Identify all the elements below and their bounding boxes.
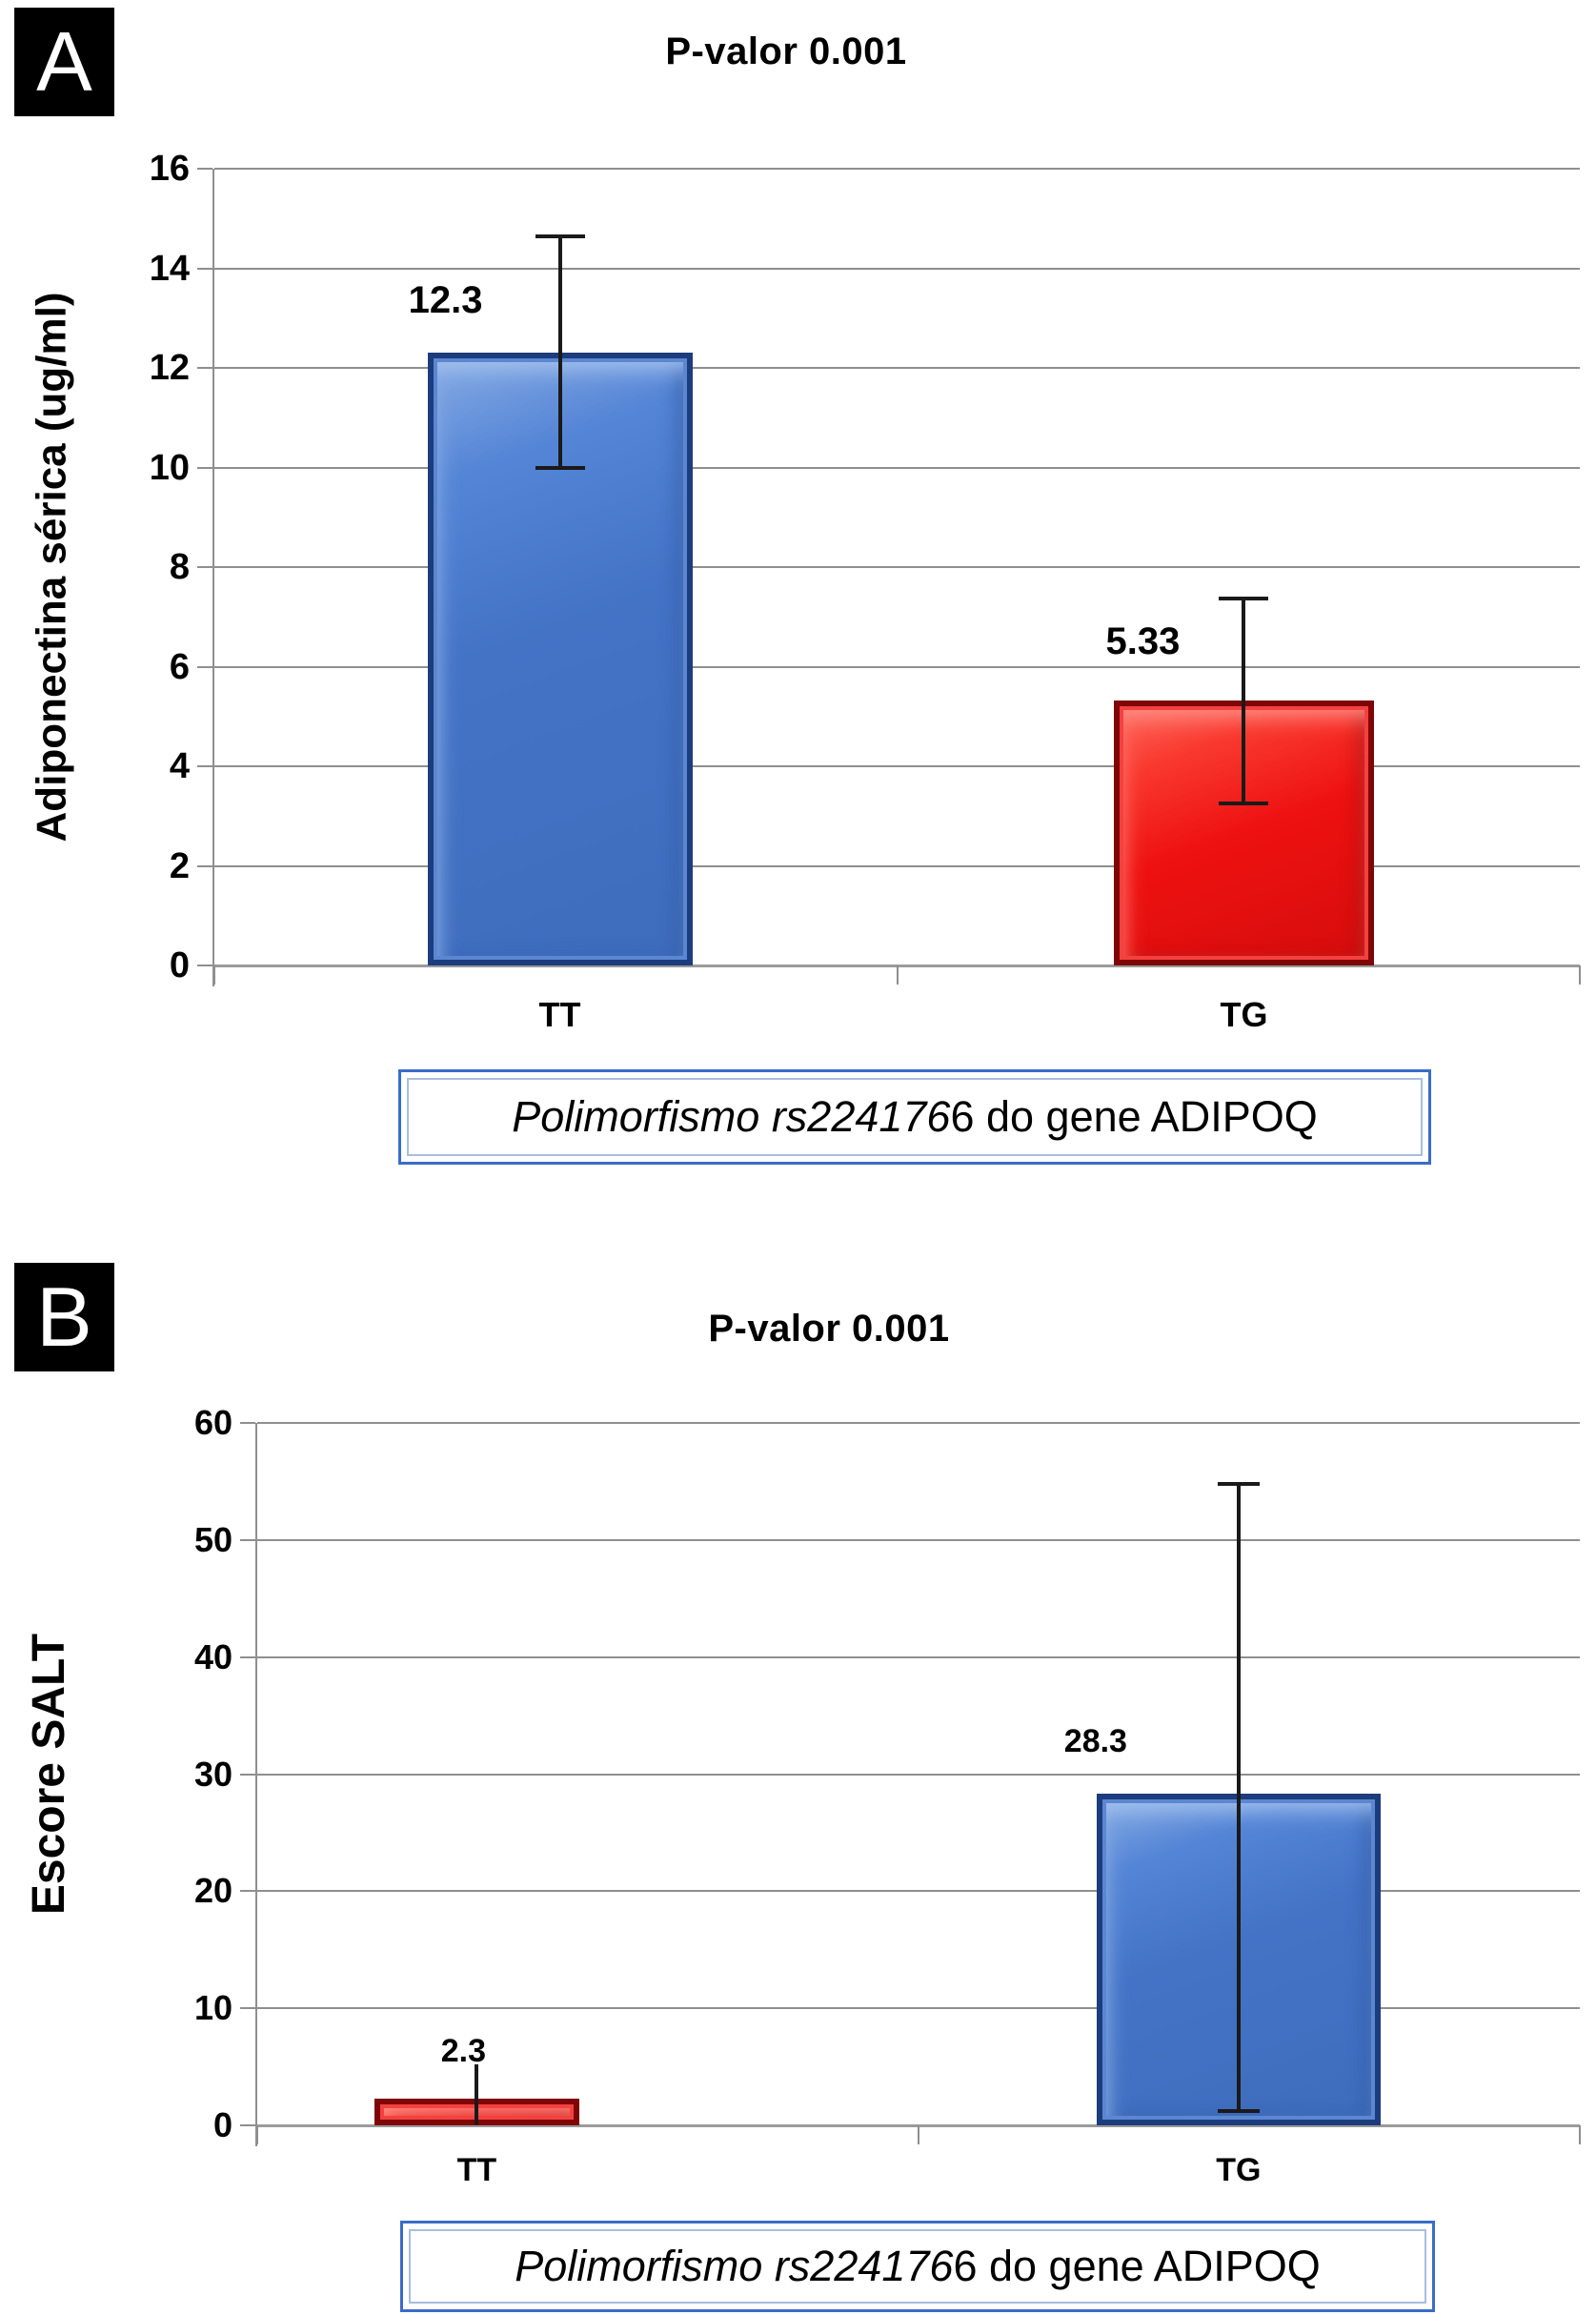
panel-b: B P-valor 0.001 Escore SALT 0 10 20 30 40 50 6… <box>0 1229 1596 2315</box>
y-tick-label-0: 0 <box>169 945 190 985</box>
y-tick-mark-10 <box>197 466 212 469</box>
error-bar-cap-top-tg <box>1217 1481 1260 1486</box>
bar-value-label-tt: 12.3 <box>408 279 483 322</box>
error-bar-cap-bottom-tg <box>1219 802 1269 806</box>
error-bar-cap-top-tt <box>535 234 585 238</box>
error-bar-cap-bottom-tg <box>1217 2109 1260 2114</box>
gridline-y-4 <box>214 765 1580 767</box>
x-category-label-tg: TG <box>1216 2152 1262 2188</box>
y-tick-mark-8 <box>197 566 212 568</box>
x-tick-mark-100 <box>1579 2125 1581 2144</box>
panel-b-y-axis-title: Escore SALT <box>2 1423 97 2125</box>
bar-value-label-tg: 5.33 <box>1105 620 1181 663</box>
panel-b-title: P-valor 0.001 <box>708 1308 950 1350</box>
y-tick-mark-2 <box>197 864 212 867</box>
y-tick-label-40: 40 <box>193 1636 232 1676</box>
bar-value-label-tg: 28.3 <box>1063 1723 1127 1760</box>
panel-a-letter: A <box>14 8 114 116</box>
gridline-y-10 <box>257 2007 1580 2010</box>
gridline-y-10 <box>214 466 1580 469</box>
panel-b-caption-italic: Polimorfismo rs224176 <box>515 2242 954 2290</box>
y-tick-label-14: 14 <box>149 248 190 289</box>
y-tick-mark-20 <box>240 1890 255 1893</box>
x-category-label-tt: TT <box>456 2152 497 2188</box>
y-tick-label-20: 20 <box>193 1871 232 1911</box>
gridline-y-60 <box>257 1422 1580 1424</box>
y-tick-mark-0 <box>197 965 212 966</box>
y-tick-label-4: 4 <box>169 746 190 786</box>
y-tick-label-60: 60 <box>193 1403 232 1442</box>
gridline-y-2 <box>214 864 1580 867</box>
bar-value-label-tt: 2.3 <box>440 2033 487 2069</box>
y-tick-label-12: 12 <box>149 348 190 388</box>
gridline-y-16 <box>214 168 1580 170</box>
y-tick-label-8: 8 <box>169 547 190 587</box>
panel-b-caption-regular: 6 do gene ADIPOQ <box>953 2242 1321 2290</box>
x-tick-mark-50 <box>918 2125 919 2144</box>
error-bar-cap-top-tg <box>1219 596 1269 600</box>
y-axis-line <box>255 1423 257 2146</box>
y-tick-mark-14 <box>197 267 212 270</box>
panel-a-plot-area: 0 2 4 6 8 10 12 14 16 12.3 TT 5.33 TG <box>150 151 1581 1032</box>
gridline-y-50 <box>257 1538 1580 1541</box>
panel-a-x-axis-caption-box: Polimorfismo rs224176 6 do gene ADIPOQ <box>398 1069 1431 1165</box>
y-tick-label-6: 6 <box>169 646 190 687</box>
gridline-y-12 <box>214 367 1580 369</box>
panel-a-caption-italic: Polimorfismo rs224176 <box>512 1092 951 1141</box>
y-tick-mark-16 <box>197 168 212 170</box>
panel-a-letter-text: A <box>36 14 92 109</box>
y-tick-label-2: 2 <box>169 845 190 886</box>
panel-b-letter: B <box>14 1263 114 1371</box>
y-tick-label-50: 50 <box>193 1519 232 1559</box>
y-tick-mark-50 <box>240 1538 255 1541</box>
error-bar-cap-bottom-tt <box>535 465 585 470</box>
y-tick-label-30: 30 <box>193 1754 232 1794</box>
panel-a-caption-regular: 6 do gene ADIPOQ <box>950 1092 1318 1141</box>
panel-b-plot-area: 0 10 20 30 40 50 60 2.3 TT 28.3 TG <box>194 1406 1581 2186</box>
gridline-y-14 <box>214 267 1580 270</box>
y-tick-mark-30 <box>240 1773 255 1776</box>
gridline-y-8 <box>214 566 1580 568</box>
x-tick-mark-50 <box>896 965 899 985</box>
panel-b-x-axis-caption-box: Polimorfismo rs224176 6 do gene ADIPOQ <box>400 2221 1435 2312</box>
y-axis-line <box>212 169 214 986</box>
error-bar-line-tg <box>1242 598 1246 804</box>
error-bar-line-tg <box>1236 1483 1241 2112</box>
y-tick-mark-6 <box>197 665 212 668</box>
error-bar-line-tt <box>557 235 562 468</box>
y-tick-mark-10 <box>240 2007 255 2010</box>
y-tick-mark-12 <box>197 367 212 369</box>
gridline-y-30 <box>257 1773 1580 1776</box>
panel-b-letter-text: B <box>36 1269 92 1364</box>
gridline-y-20 <box>257 1890 1580 1893</box>
y-tick-mark-0 <box>240 2124 255 2126</box>
y-tick-label-0: 0 <box>212 2105 232 2144</box>
y-tick-label-10: 10 <box>193 1988 232 2028</box>
y-tick-mark-60 <box>240 1422 255 1424</box>
x-tick-mark-100 <box>1579 965 1581 985</box>
y-tick-label-16: 16 <box>149 149 190 189</box>
panel-a: A P-valor 0.001 Adiponectina sérica (ug/… <box>14 8 1581 1165</box>
y-tick-mark-40 <box>240 1655 255 1658</box>
x-tick-mark-0 <box>256 2125 258 2144</box>
x-category-label-tg: TG <box>1220 995 1268 1034</box>
panel-b-y-axis-title-text: Escore SALT <box>24 1633 75 1916</box>
x-tick-mark-0 <box>213 965 215 985</box>
panel-a-y-axis-title-text: Adiponectina sérica (ug/ml) <box>28 292 75 843</box>
y-tick-mark-4 <box>197 765 212 767</box>
gridline-y-40 <box>257 1655 1580 1658</box>
y-tick-label-10: 10 <box>149 447 190 488</box>
error-bar-line-tt <box>475 2064 479 2124</box>
gridline-y-6 <box>214 665 1580 668</box>
x-category-label-tt: TT <box>538 995 581 1034</box>
panel-a-title: P-valor 0.001 <box>665 30 907 72</box>
